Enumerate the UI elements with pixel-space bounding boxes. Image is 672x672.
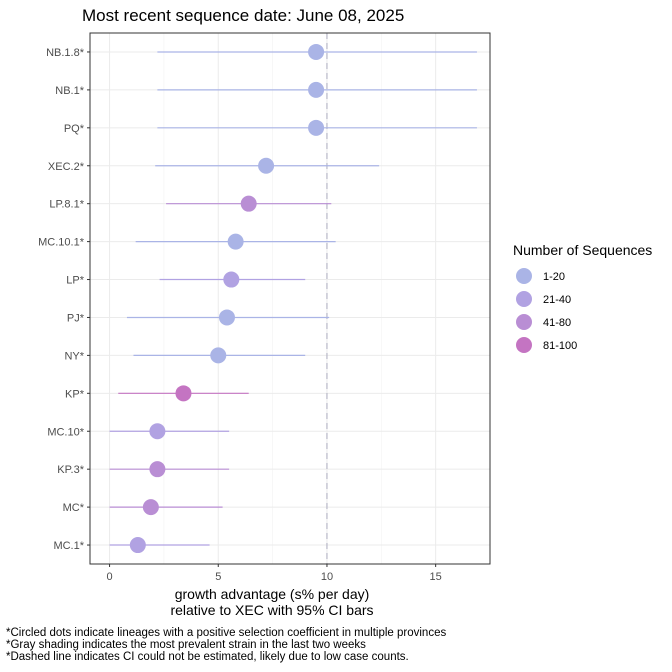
x-tick-label: 0 bbox=[107, 571, 113, 583]
legend-label-21-40: 21-40 bbox=[543, 294, 571, 306]
point-pj bbox=[218, 309, 235, 326]
x-axis-title-line-1: growth advantage (s% per day) bbox=[175, 586, 370, 602]
y-tick-label-kp: KP* bbox=[65, 388, 85, 400]
plot-panel-border bbox=[89, 32, 491, 565]
point-nb-1 bbox=[308, 81, 325, 98]
legend-label-81-100: 81-100 bbox=[543, 340, 577, 352]
footnote-1: *Circled dots indicate lineages with a p… bbox=[6, 627, 446, 639]
point-mc-10 bbox=[149, 423, 166, 440]
chart-title: Most recent sequence date: June 08, 2025 bbox=[82, 6, 404, 25]
y-tick-label-mc: MC* bbox=[63, 502, 85, 514]
legend-key-41-80 bbox=[516, 314, 532, 330]
x-axis-title-line-2: relative to XEC with 95% CI bars bbox=[170, 602, 373, 618]
data-marks bbox=[109, 43, 477, 554]
y-tick-label-mc-1: MC.1* bbox=[53, 540, 84, 552]
y-tick-label-pq: PQ* bbox=[64, 123, 85, 135]
x-tick-label: 5 bbox=[215, 571, 221, 583]
point-lp bbox=[223, 271, 240, 288]
point-nb-1-8 bbox=[308, 43, 325, 60]
point-kp-3 bbox=[149, 461, 166, 478]
x-axis: 0 5 10 15 bbox=[107, 564, 442, 583]
y-tick-label-ny: NY* bbox=[64, 350, 84, 362]
point-mc-10-1 bbox=[227, 233, 244, 250]
y-tick-label-xec-2: XEC.2* bbox=[48, 161, 85, 173]
y-tick-label-nb-1-8: NB.1.8* bbox=[46, 47, 85, 59]
legend-title: Number of Sequences bbox=[513, 242, 652, 258]
legend: Number of Sequences 1-20 21-40 41-80 81-100 bbox=[513, 242, 652, 353]
y-tick-label-pj: PJ* bbox=[67, 312, 85, 324]
legend-key-21-40 bbox=[516, 291, 532, 307]
footnote-3: *Dashed line indicates CI could not be e… bbox=[6, 651, 409, 663]
x-tick-label: 15 bbox=[430, 571, 442, 583]
y-tick-label-kp-3: KP.3* bbox=[57, 464, 84, 476]
point-pq bbox=[308, 119, 325, 136]
point-kp bbox=[175, 385, 192, 402]
y-tick-label-mc-10-1: MC.10.1* bbox=[38, 237, 85, 249]
point-lp-8-1 bbox=[240, 195, 257, 212]
legend-label-1-20: 1-20 bbox=[543, 271, 565, 283]
y-tick-label-lp-8-1: LP.8.1* bbox=[49, 199, 84, 211]
point-ny bbox=[210, 347, 227, 364]
y-tick-label-nb-1: NB.1* bbox=[55, 85, 84, 97]
y-tick-label-mc-10: MC.10* bbox=[47, 426, 84, 438]
y-axis: NB.1.8* NB.1* PQ* XEC.2* LP.8.1* MC.10.1* LP* P… bbox=[38, 47, 90, 552]
legend-key-1-20 bbox=[516, 268, 532, 284]
point-mc-1 bbox=[129, 537, 146, 554]
point-xec-2 bbox=[258, 157, 275, 174]
x-tick-label: 10 bbox=[321, 571, 333, 583]
legend-key-81-100 bbox=[516, 337, 532, 353]
grid bbox=[90, 33, 490, 564]
point-mc bbox=[142, 499, 159, 516]
legend-label-41-80: 41-80 bbox=[543, 317, 571, 329]
y-tick-label-lp: LP* bbox=[66, 275, 84, 287]
footnote-2: *Gray shading indicates the most prevale… bbox=[6, 639, 366, 651]
